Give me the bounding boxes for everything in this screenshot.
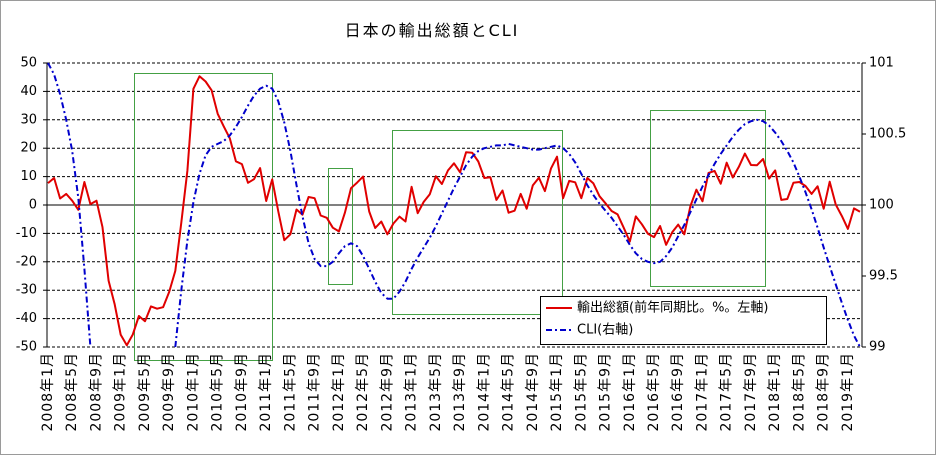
x-tick-label: 2018年1月 [767, 352, 783, 432]
x-tick-label: 2014年5月 [501, 352, 517, 432]
y-left-tick-label: 10 [20, 169, 37, 184]
exports-line [47, 75, 861, 347]
legend-box [540, 296, 827, 345]
x-tick-label: 2017年5月 [719, 352, 735, 432]
highlight-box [392, 130, 563, 315]
y-left-tick-label: 0 [29, 198, 37, 213]
y-left-tick-label: -30 [16, 283, 37, 298]
x-tick-label: 2017年9月 [743, 352, 759, 432]
cli-line [47, 62, 861, 348]
highlight-box [134, 73, 273, 361]
y-left-tick-label: -40 [16, 311, 37, 326]
x-tick-label: 2014年1月 [476, 352, 492, 432]
y-right-tick-label: 100 [869, 198, 894, 213]
x-tick-label: 2012年1月 [331, 352, 347, 432]
y-left-tick-label: 20 [20, 141, 37, 156]
x-tick-label: 2009年5月 [137, 352, 153, 432]
x-tick-label: 2018年9月 [816, 352, 832, 432]
legend-label-exports: 輸出総額(前年同期比。%。左軸) [577, 300, 769, 316]
y-left-tick-label: 30 [20, 112, 37, 127]
x-tick-label: 2013年5月 [428, 352, 444, 432]
legend: 輸出総額(前年同期比。%。左軸) CLI(右軸) [540, 296, 827, 345]
y-left-tick-label: -50 [16, 340, 37, 355]
x-tick-label: 2008年9月 [88, 352, 104, 432]
y-left-tick-label: -20 [16, 254, 37, 269]
x-tick-label: 2010年5月 [210, 352, 226, 432]
x-tick-label: 2017年1月 [694, 352, 710, 432]
x-tick-label: 2008年5月 [64, 352, 80, 432]
y-left-tick-labels: 50 40 30 20 10 0 -10 -20 -30 -40 -50 [16, 56, 37, 355]
x-tick-label: 2016年5月 [646, 352, 662, 432]
axes [46, 63, 863, 347]
x-tick-label: 2012年9月 [379, 352, 395, 432]
x-tick-label: 2011年5月 [282, 352, 298, 432]
x-tick-label: 2016年9月 [670, 352, 686, 432]
x-tick-label: 2014年9月 [525, 352, 541, 432]
x-tick-label: 2018年5月 [791, 352, 807, 432]
y-right-tick-labels: 101 100.5 100 99.5 99 [869, 56, 906, 355]
x-tick-label: 2010年1月 [185, 352, 201, 432]
x-tick-label: 2009年9月 [161, 352, 177, 432]
x-tick-label: 2011年9月 [307, 352, 323, 432]
x-tick-label: 2013年1月 [404, 352, 420, 432]
legend-label-cli: CLI(右軸) [577, 323, 633, 338]
x-tick-label: 2015年5月 [573, 352, 589, 432]
x-tick-label: 2016年1月 [622, 352, 638, 432]
chart-title: 日本の輸出総額とCLI [345, 21, 520, 40]
highlight-box [650, 110, 766, 287]
x-tick-label: 2009年1月 [113, 352, 129, 432]
series-lines [47, 62, 861, 348]
highlight-box [328, 168, 353, 285]
y-right-tick-label: 99.5 [869, 269, 898, 284]
y-left-tick-label: 50 [20, 56, 37, 71]
x-tick-label: 2012年5月 [355, 352, 371, 432]
x-tick-label: 2019年1月 [840, 352, 856, 432]
x-tick-label: 2015年1月 [549, 352, 565, 432]
x-tick-label: 2010年9月 [234, 352, 250, 432]
x-tick-label: 2013年9月 [452, 352, 468, 432]
x-tick-label: 2015年9月 [598, 352, 614, 432]
y-right-tick-label: 99 [869, 340, 886, 355]
y-left-tick-label: 40 [20, 84, 37, 99]
y-right-tick-label: 101 [869, 56, 894, 71]
highlight-boxes [134, 73, 766, 361]
y-right-tick-label: 100.5 [869, 127, 906, 142]
x-tick-label: 2011年1月 [258, 352, 274, 432]
x-tick-label: 2008年1月 [40, 352, 56, 432]
x-tick-labels: 2008年1月 2008年5月 2008年9月 2009年1月 2009年5月 2009年… [40, 352, 856, 432]
y-left-tick-label: -10 [16, 226, 37, 241]
